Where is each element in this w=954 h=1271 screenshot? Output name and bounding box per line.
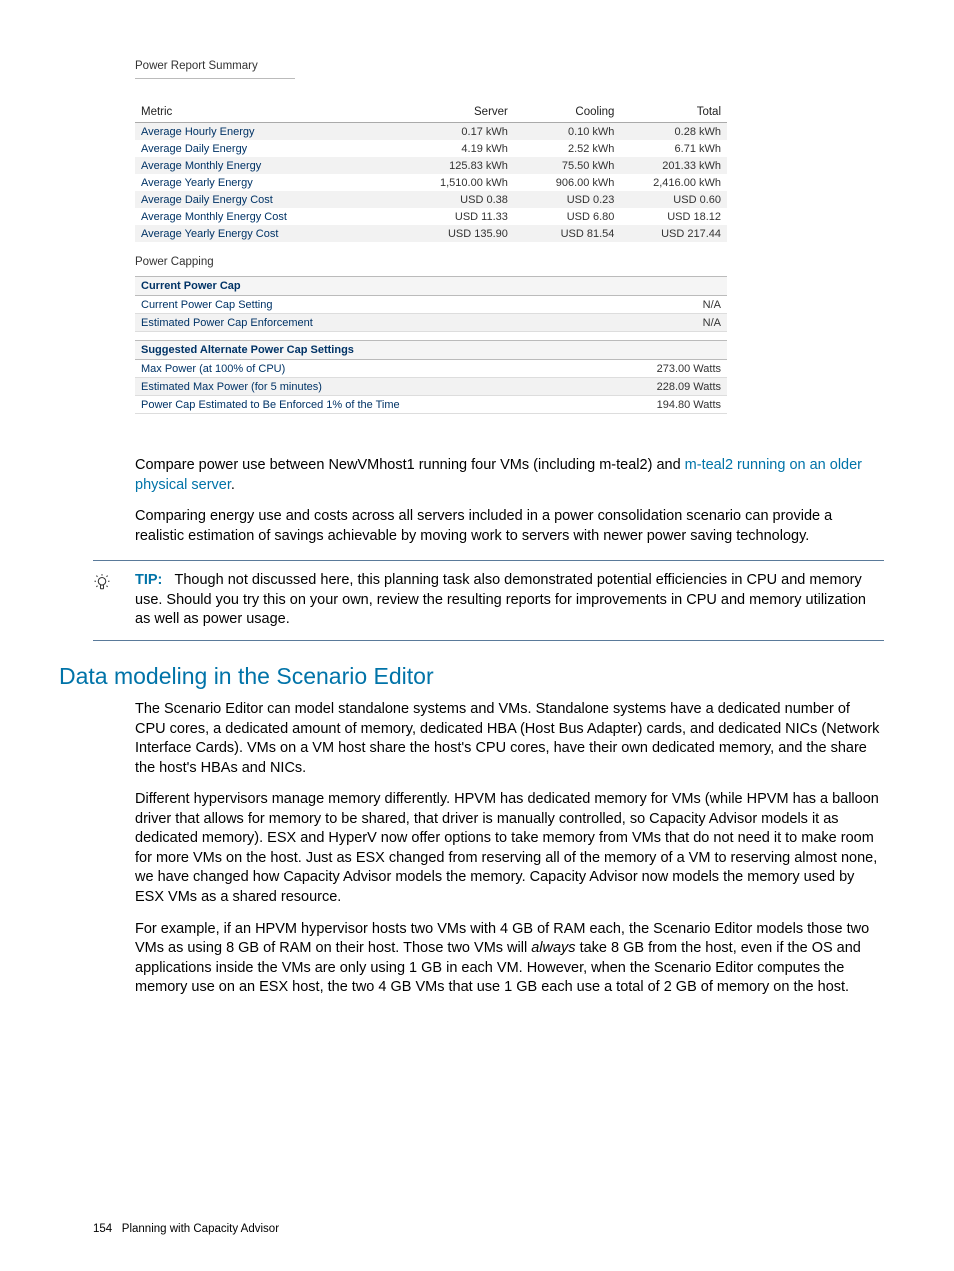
paragraph-scenario-editor: The Scenario Editor can model standalone… — [135, 700, 884, 778]
table-row: Estimated Max Power (for 5 minutes)228.0… — [135, 378, 727, 396]
heading-data-modeling: Data modeling in the Scenario Editor — [59, 663, 884, 690]
paragraph-example: For example, if an HPVM hypervisor hosts… — [135, 920, 884, 998]
col-cooling: Cooling — [514, 103, 621, 123]
table-row: Estimated Power Cap EnforcementN/A — [135, 314, 727, 332]
current-power-cap-table: Current Power Cap Current Power Cap Sett… — [135, 276, 727, 332]
power-report-summary-block: Power Report Summary Metric Server Cooli… — [135, 60, 735, 414]
table-row: Average Hourly Energy0.17 kWh0.10 kWh0.2… — [135, 123, 727, 141]
power-summary-table: Metric Server Cooling Total Average Hour… — [135, 103, 727, 242]
table-row: Average Yearly Energy CostUSD 135.90USD … — [135, 225, 727, 242]
tip-block: TIP: Though not discussed here, this pla… — [93, 560, 884, 641]
paragraph-compare: Compare power use between NewVMhost1 run… — [135, 456, 884, 495]
table-row: Max Power (at 100% of CPU)273.00 Watts — [135, 360, 727, 378]
current-cap-header: Current Power Cap — [135, 277, 727, 296]
page-footer: 154 Planning with Capacity Advisor — [93, 1223, 279, 1235]
page-number: 154 — [93, 1223, 112, 1235]
col-server: Server — [407, 103, 514, 123]
table-row: Power Cap Estimated to Be Enforced 1% of… — [135, 396, 727, 414]
table-row: Average Yearly Energy1,510.00 kWh906.00 … — [135, 174, 727, 191]
tip-icon — [93, 571, 135, 591]
col-total: Total — [620, 103, 727, 123]
suggested-cap-header: Suggested Alternate Power Cap Settings — [135, 341, 727, 360]
table-header-row: Metric Server Cooling Total — [135, 103, 727, 123]
table-row: Current Power Cap SettingN/A — [135, 296, 727, 314]
power-capping-title: Power Capping — [135, 256, 735, 268]
table-row: Average Monthly Energy125.83 kWh75.50 kW… — [135, 157, 727, 174]
col-metric: Metric — [135, 103, 407, 123]
suggested-power-cap-table: Suggested Alternate Power Cap Settings M… — [135, 340, 727, 414]
tip-text: TIP: Though not discussed here, this pla… — [135, 571, 884, 630]
footer-title: Planning with Capacity Advisor — [122, 1223, 279, 1235]
paragraph-comparing-energy: Comparing energy use and costs across al… — [135, 507, 884, 546]
table-row: Average Monthly Energy CostUSD 11.33USD … — [135, 208, 727, 225]
report-title: Power Report Summary — [135, 60, 295, 79]
paragraph-hypervisors: Different hypervisors manage memory diff… — [135, 790, 884, 907]
tip-label: TIP: — [135, 572, 162, 588]
table-row: Average Daily Energy4.19 kWh2.52 kWh6.71… — [135, 140, 727, 157]
table-row: Average Daily Energy CostUSD 0.38USD 0.2… — [135, 191, 727, 208]
